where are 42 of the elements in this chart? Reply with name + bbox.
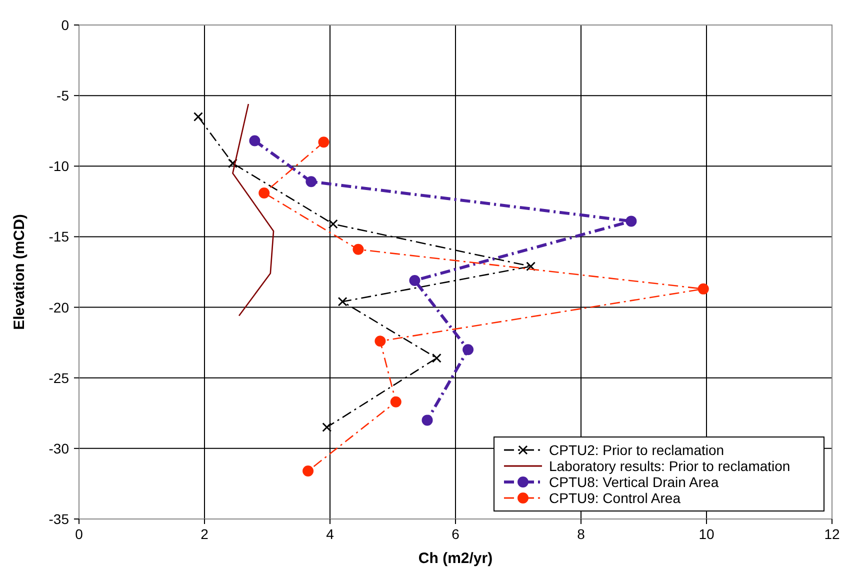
- y-tick-label: -5: [56, 88, 70, 104]
- point: [306, 176, 317, 188]
- x-tick-label: 2: [200, 526, 209, 542]
- point: [432, 353, 442, 363]
- point: [318, 136, 330, 148]
- y-tick-label: -20: [48, 299, 70, 316]
- x-tick-label: 6: [452, 526, 460, 542]
- x-tick-label: 10: [698, 526, 714, 542]
- y-tick-label: 0: [61, 17, 70, 33]
- point: [374, 336, 386, 347]
- y-tick-label: -25: [48, 370, 70, 386]
- y-tick-label: -30: [48, 440, 70, 456]
- x-tick-label: 4: [326, 526, 334, 542]
- point: [422, 414, 433, 426]
- point: [626, 216, 637, 227]
- point: [258, 187, 270, 198]
- point: [328, 219, 338, 229]
- line-series: [232, 103, 274, 316]
- point: [322, 422, 332, 432]
- y-axis-title: Elevation (mCD): [11, 214, 28, 330]
- legend-label: CPTU2: Prior to reclamation: [549, 442, 724, 458]
- point: [338, 296, 348, 306]
- legend-label: CPTU8: Vertical Drain Area: [549, 474, 719, 490]
- point: [409, 274, 420, 286]
- point: [390, 396, 402, 408]
- point: [193, 112, 203, 122]
- y-tick-label: -10: [48, 158, 70, 174]
- x-tick-label: 8: [577, 526, 586, 542]
- x-tick-label: 12: [824, 526, 840, 542]
- point: [698, 283, 709, 294]
- x-tick-label: 0: [75, 526, 84, 542]
- y-tick-label: -15: [48, 228, 70, 245]
- point: [462, 344, 474, 356]
- legend-label: CPTU9: Control Area: [549, 490, 681, 506]
- point: [249, 135, 260, 146]
- point: [526, 262, 536, 272]
- y-tick-label: -35: [48, 511, 70, 527]
- point: [352, 244, 364, 255]
- point: [228, 158, 238, 168]
- legend-label: Laboratory results: Prior to reclamation: [549, 458, 790, 474]
- point: [302, 466, 314, 477]
- x-axis-title: Ch (m2/yr): [418, 550, 493, 567]
